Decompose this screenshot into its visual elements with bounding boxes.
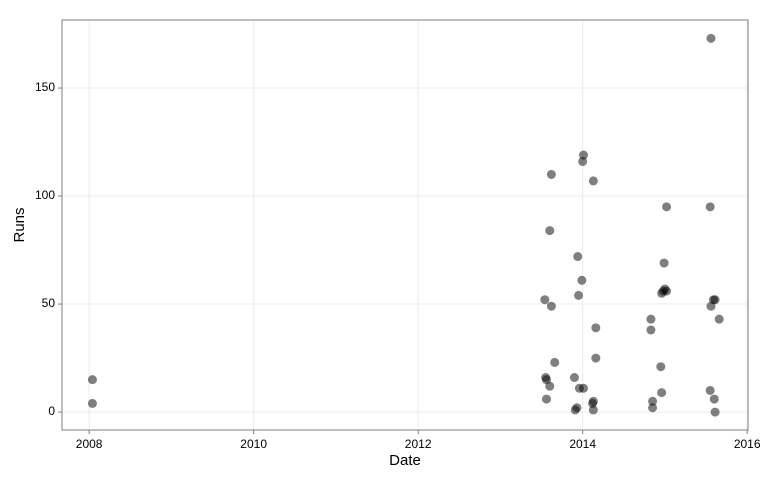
point	[591, 353, 601, 363]
plot-area	[62, 20, 748, 430]
point	[574, 290, 584, 300]
x-axis-title: Date	[389, 452, 421, 469]
x-tick-label: 2014	[569, 437, 596, 451]
point	[709, 394, 719, 404]
point	[662, 286, 672, 296]
x-tick-label: 2012	[405, 437, 432, 451]
point	[546, 301, 556, 311]
y-tick-label: 100	[35, 188, 55, 202]
x-tick-label: 2010	[240, 437, 267, 451]
y-tick-label: 0	[48, 404, 55, 418]
point	[87, 375, 97, 385]
point	[662, 202, 672, 212]
point	[710, 295, 720, 305]
point	[648, 396, 658, 406]
point	[540, 295, 550, 305]
point	[578, 150, 588, 160]
point	[545, 381, 555, 391]
point	[569, 373, 579, 383]
y-tick-label: 50	[42, 296, 56, 310]
point	[578, 383, 588, 393]
point	[541, 394, 551, 404]
point	[705, 202, 715, 212]
point	[710, 407, 720, 417]
point	[659, 258, 669, 268]
point	[706, 33, 716, 43]
point	[588, 405, 598, 415]
point	[657, 388, 667, 398]
x-tick-label: 2008	[76, 437, 103, 451]
point	[646, 314, 656, 324]
point	[648, 403, 658, 413]
point	[577, 275, 587, 285]
point	[550, 357, 560, 367]
point	[573, 252, 583, 262]
point	[705, 385, 715, 395]
y-tick-label: 150	[35, 80, 55, 94]
point	[546, 169, 556, 179]
point	[572, 403, 582, 413]
point	[588, 176, 598, 186]
x-tick-label: 2016	[734, 437, 761, 451]
point	[87, 398, 97, 408]
point	[545, 226, 555, 236]
point	[646, 325, 656, 335]
point	[588, 396, 598, 406]
plot-border	[61, 19, 749, 431]
point	[714, 314, 724, 324]
point	[591, 323, 601, 333]
y-axis-title: Runs	[11, 207, 28, 242]
point	[656, 362, 666, 372]
